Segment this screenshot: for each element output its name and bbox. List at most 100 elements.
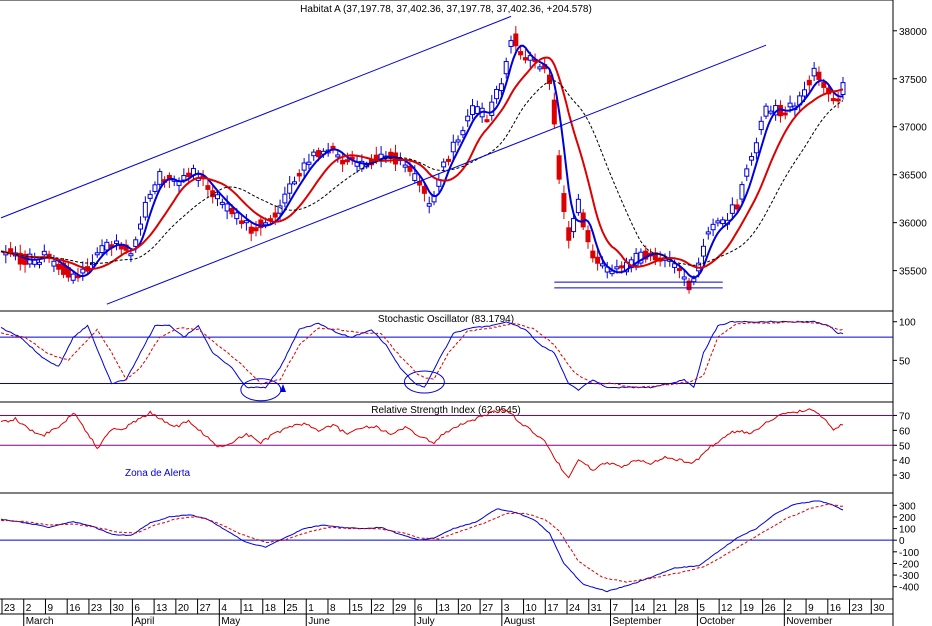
x-day-label: 9 (47, 603, 53, 614)
panel-2-title: Relative Strength Index (62.9545) (371, 405, 521, 416)
price-candle (272, 212, 278, 218)
x-month-label: March (26, 616, 54, 626)
price-candle (17, 252, 23, 265)
price-candle (138, 223, 144, 230)
price-candle (518, 51, 524, 56)
price-candle (739, 184, 745, 200)
price-candle (186, 172, 192, 178)
price-candle (460, 130, 466, 136)
price-candle (239, 220, 245, 224)
price-candle (638, 251, 644, 264)
x-day-label: 16 (830, 603, 842, 614)
x-month-label: June (308, 616, 330, 626)
price-candle (344, 159, 350, 163)
price-moving-average-0 (0, 44, 844, 279)
price-candle (455, 139, 461, 143)
price-candle (330, 145, 336, 149)
x-month-label: November (786, 616, 833, 626)
price-candle (243, 220, 249, 224)
price-candle (205, 185, 211, 190)
price-candle (619, 265, 625, 269)
price-candle (46, 253, 52, 258)
price-candle (835, 98, 841, 102)
price-candle (782, 112, 788, 116)
panel-1-ytick-label: 100 (899, 318, 916, 329)
panel-2-ytick-label: 50 (899, 441, 911, 452)
price-candle (152, 184, 158, 192)
panel-2-ytick-label: 30 (899, 471, 911, 482)
x-month-label: May (221, 616, 240, 626)
price-candle (749, 156, 755, 161)
price-candle (147, 193, 153, 199)
x-month-label: October (699, 616, 735, 626)
price-candle (700, 245, 706, 257)
panel-1-series-1 (0, 320, 844, 388)
price-candle (41, 250, 47, 256)
price-candle (258, 219, 264, 229)
price-candle (253, 227, 259, 232)
price-candle (494, 88, 500, 100)
price-candle (811, 67, 817, 77)
price-candle (70, 273, 76, 281)
x-day-label: 20 (460, 603, 472, 614)
price-ytick-label: 36500 (899, 171, 927, 182)
panel-2-series-0 (0, 408, 844, 479)
panel-3-ytick-label: 100 (899, 525, 916, 536)
x-day-label: 6 (417, 603, 423, 614)
panel-2-annotation: Zona de Alerta (125, 468, 190, 479)
panel-3-ytick-label: -100 (899, 548, 919, 559)
x-day-label: 20 (178, 603, 190, 614)
price-candle (575, 198, 581, 214)
price-candle (551, 99, 557, 125)
panel-3-ytick-label: -300 (899, 571, 919, 582)
price-candle (99, 245, 105, 254)
price-candle (61, 262, 67, 275)
x-month-label: April (134, 616, 154, 626)
x-day-label: 7 (612, 603, 618, 614)
x-day-label: 29 (395, 603, 407, 614)
price-candle (816, 71, 822, 80)
price-candle (590, 250, 596, 259)
x-day-label: 6 (134, 603, 140, 614)
price-candle (681, 276, 687, 280)
x-day-label: 25 (287, 603, 299, 614)
x-day-label: 14 (634, 603, 646, 614)
x-day-label: 24 (569, 603, 581, 614)
price-candle (806, 79, 812, 86)
price-chart-title: Habitat A (37,197.78, 37,402.36, 37,197.… (300, 4, 592, 15)
price-candle (36, 261, 42, 265)
price-candle (445, 158, 451, 162)
x-day-label: 12 (721, 603, 733, 614)
x-day-label: 23 (91, 603, 103, 614)
price-candle (407, 165, 413, 172)
panel-2-ytick-label: 60 (899, 426, 911, 437)
panel-1-highlight-ellipse (403, 370, 445, 394)
price-candle (210, 190, 216, 198)
panel-3-ytick-label: 0 (899, 536, 905, 547)
price-candle (758, 120, 764, 131)
price-candle (768, 110, 774, 114)
x-day-label: 9 (808, 603, 814, 614)
x-day-label: 30 (873, 603, 885, 614)
price-candle (571, 218, 577, 233)
price-candle (830, 98, 836, 102)
price-candle (277, 205, 283, 214)
price-moving-average-2 (0, 80, 844, 266)
price-candle (157, 171, 163, 185)
price-candle (219, 201, 225, 205)
price-candle (561, 193, 567, 212)
x-day-label: 13 (439, 603, 451, 614)
price-candle (489, 101, 495, 116)
price-candle (556, 155, 562, 180)
price-candle (643, 250, 649, 260)
panel-3-ytick-label: -400 (899, 583, 919, 594)
price-candle (426, 203, 432, 207)
panel-3-series-1 (0, 503, 844, 583)
price-candle (335, 154, 341, 158)
price-candle (614, 266, 620, 270)
price-candle (595, 256, 601, 264)
price-candle (181, 175, 187, 181)
price-candle (133, 239, 139, 247)
x-day-label: 8 (330, 603, 336, 614)
